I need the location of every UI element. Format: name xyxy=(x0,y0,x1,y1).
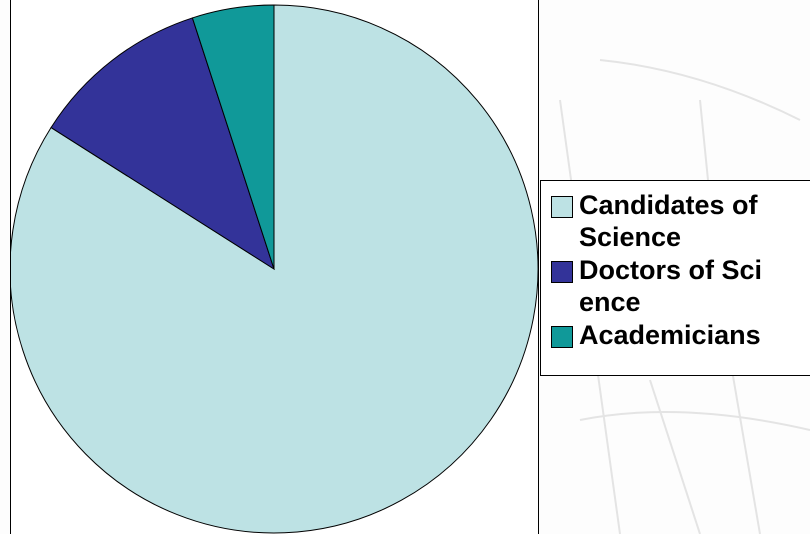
legend-item: Academicians xyxy=(551,319,810,351)
legend-item: Candidates of Science xyxy=(551,189,810,253)
plot-area xyxy=(10,0,539,534)
legend-swatch xyxy=(551,196,573,218)
legend-item: Doctors of Science xyxy=(551,254,810,318)
pie-chart xyxy=(11,0,540,534)
legend-swatch xyxy=(551,261,573,283)
legend-label: Candidates of Science xyxy=(579,189,775,253)
legend-label: Doctors of Science xyxy=(579,254,775,318)
legend-swatch xyxy=(551,326,573,348)
legend-label: Academicians xyxy=(579,319,775,351)
page: Candidates of ScienceDoctors of ScienceA… xyxy=(0,0,810,534)
